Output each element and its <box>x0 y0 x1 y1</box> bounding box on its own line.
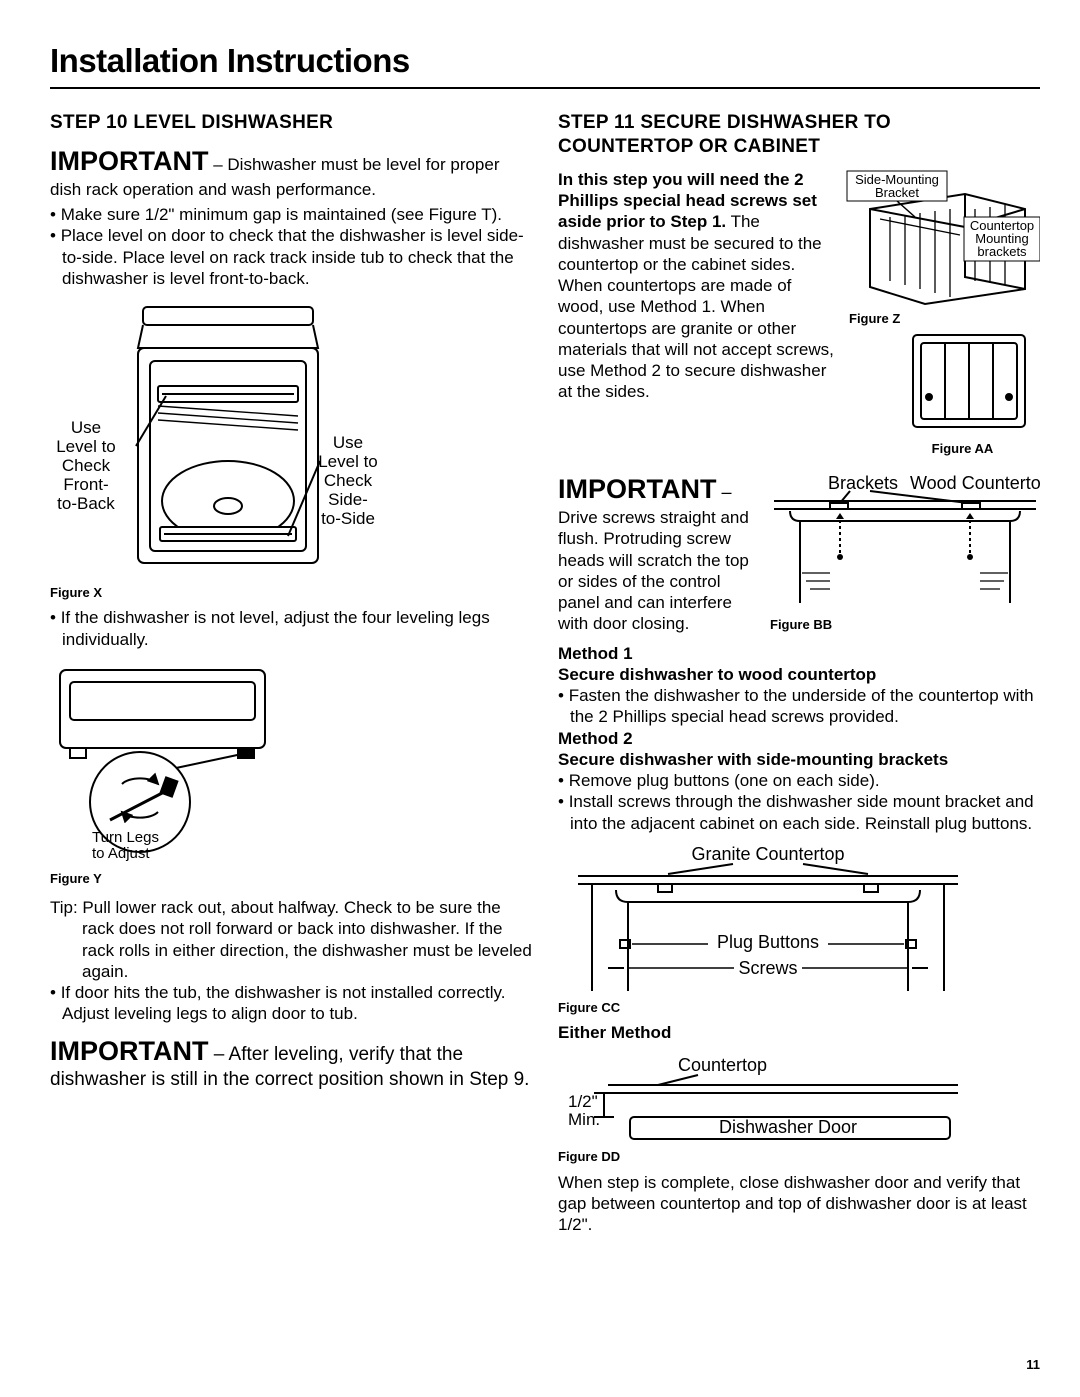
bullet: If the dishwasher is not level, adjust t… <box>50 607 532 650</box>
svg-text:Screws: Screws <box>738 958 797 978</box>
important-1: IMPORTANT – Dishwasher must be level for… <box>50 145 532 200</box>
method1-h: Method 1 <box>558 643 1040 664</box>
svg-text:to Adjust: to Adjust <box>92 845 150 862</box>
svg-text:Use: Use <box>71 418 101 437</box>
either-method: Either Method <box>558 1022 1040 1043</box>
important-block: Brackets Wood Countertop <box>558 473 1040 636</box>
figure-bb-svg: Brackets Wood Countertop <box>770 473 1040 613</box>
figure-z-aa: Side-Mounting Bracket Countertop Mountin… <box>845 169 1040 458</box>
closing: When step is complete, close dishwasher … <box>558 1172 1040 1236</box>
left-column: STEP 10 LEVEL DISHWASHER IMPORTANT – Dis… <box>50 111 532 1235</box>
svg-text:brackets: brackets <box>977 244 1027 259</box>
svg-text:Countertop: Countertop <box>678 1055 767 1075</box>
svg-text:Level to: Level to <box>56 437 116 456</box>
svg-text:Use: Use <box>333 433 363 452</box>
figure-bb-caption: Figure BB <box>770 617 1040 633</box>
svg-text:Check: Check <box>324 471 373 490</box>
method2-sub: Secure dishwasher with side-mounting bra… <box>558 749 1040 770</box>
svg-text:Dishwasher Door: Dishwasher Door <box>719 1117 857 1137</box>
figure-x-svg: Use Level to Check Front- to-Back Use Le… <box>50 301 380 581</box>
tip: Tip: Pull lower rack out, about halfway.… <box>50 897 532 982</box>
svg-text:1/2": 1/2" <box>568 1092 598 1111</box>
figure-y-caption: Figure Y <box>50 871 532 887</box>
bullets-1: Make sure 1/2" minimum gap is maintained… <box>50 204 532 289</box>
figure-bb: Brackets Wood Countertop <box>770 473 1040 633</box>
bullet: Place level on door to check that the di… <box>50 225 532 289</box>
method2-h: Method 2 <box>558 728 1040 749</box>
bullet: Install screws through the dishwasher si… <box>558 791 1040 834</box>
important-word: IMPORTANT <box>50 1036 208 1066</box>
figure-z-svg: Side-Mounting Bracket Countertop Mountin… <box>845 169 1040 307</box>
svg-text:Front-: Front- <box>63 475 108 494</box>
bullets-3: If door hits the tub, the dishwasher is … <box>50 982 532 1025</box>
svg-text:Turn Legs: Turn Legs <box>92 829 159 846</box>
figure-dd-caption: Figure DD <box>558 1149 1040 1165</box>
figure-dd: Countertop 1/2" Min. Dishwasher Door Fig… <box>558 1055 1040 1165</box>
intro-block: Side-Mounting Bracket Countertop Mountin… <box>558 169 1040 458</box>
step10-heading: STEP 10 LEVEL DISHWASHER <box>50 111 532 135</box>
figure-x: Use Level to Check Front- to-Back Use Le… <box>50 301 532 601</box>
figure-aa-svg <box>905 327 1035 437</box>
figure-cc: Granite Countertop <box>558 846 1040 1016</box>
rule <box>50 87 1040 89</box>
svg-text:Check: Check <box>62 456 111 475</box>
figure-z-caption: Figure Z <box>849 311 1040 327</box>
figure-y-svg: Turn Legs to Adjust <box>50 662 290 867</box>
important-2: IMPORTANT – After leveling, verify that … <box>50 1035 532 1093</box>
method2-bullets: Remove plug buttons (one on each side). … <box>558 770 1040 834</box>
svg-text:to-Side: to-Side <box>321 509 375 528</box>
svg-text:Plug Buttons: Plug Buttons <box>717 932 819 952</box>
svg-text:Granite Countertop: Granite Countertop <box>691 846 844 864</box>
page-title: Installation Instructions <box>50 40 1040 81</box>
figure-x-caption: Figure X <box>50 585 532 601</box>
figure-cc-caption: Figure CC <box>558 1000 1040 1016</box>
figure-y: Turn Legs to Adjust Figure Y <box>50 662 532 887</box>
step11-heading: STEP 11 SECURE DISHWASHER TO COUNTERTOP … <box>558 111 1040 159</box>
page-number: 11 <box>1026 1357 1040 1373</box>
method1-bullets: Fasten the dishwasher to the underside o… <box>558 685 1040 728</box>
figure-cc-svg: Granite Countertop <box>558 846 978 996</box>
bullet: If door hits the tub, the dishwasher is … <box>50 982 532 1025</box>
bullet: Make sure 1/2" minimum gap is maintained… <box>50 204 532 225</box>
bullet: Fasten the dishwasher to the underside o… <box>558 685 1040 728</box>
right-column: STEP 11 SECURE DISHWASHER TO COUNTERTOP … <box>558 111 1040 1235</box>
svg-text:Brackets: Brackets <box>828 473 898 493</box>
svg-text:to-Back: to-Back <box>57 494 115 513</box>
figure-dd-svg: Countertop 1/2" Min. Dishwasher Door <box>558 1055 978 1145</box>
svg-text:Min.: Min. <box>568 1110 600 1129</box>
svg-text:Bracket: Bracket <box>875 185 919 200</box>
bullets-2: If the dishwasher is not level, adjust t… <box>50 607 532 650</box>
method1-sub: Secure dishwasher to wood countertop <box>558 664 1040 685</box>
svg-text:Level to: Level to <box>318 452 378 471</box>
svg-text:Wood Countertop: Wood Countertop <box>910 473 1040 493</box>
columns: STEP 10 LEVEL DISHWASHER IMPORTANT – Dis… <box>50 111 1040 1235</box>
important-word: IMPORTANT <box>50 146 208 176</box>
svg-text:Side-: Side- <box>328 490 368 509</box>
figure-aa-caption: Figure AA <box>885 441 1040 457</box>
bullet: Remove plug buttons (one on each side). <box>558 770 1040 791</box>
